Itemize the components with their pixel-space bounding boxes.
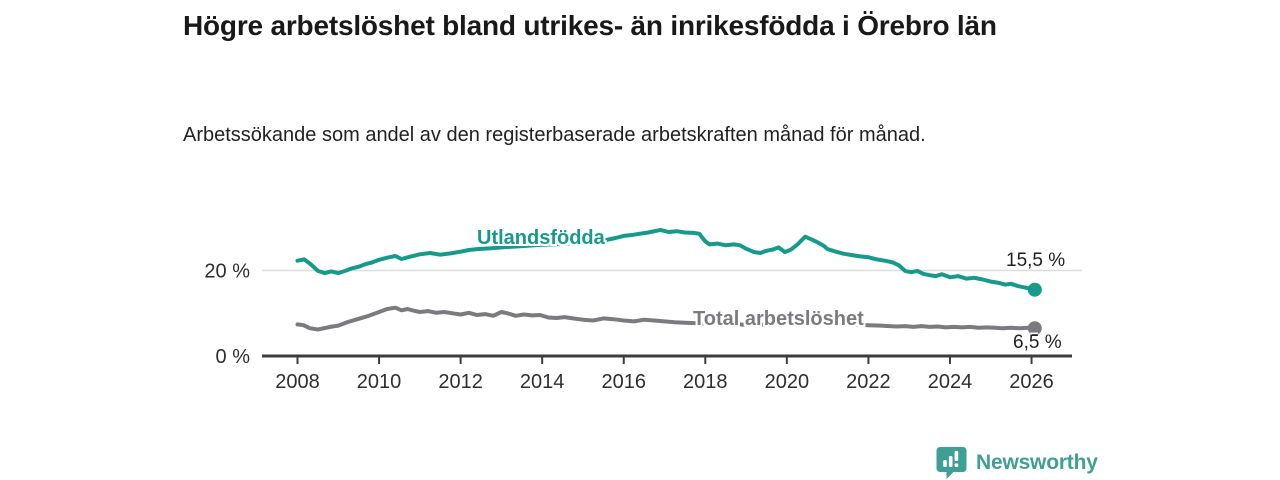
x-axis-tick-label: 2008 [275, 371, 320, 393]
chart-subtitle: Arbetssökande som andel av den registerb… [183, 124, 926, 146]
y-axis-tick-label: 0 % [216, 346, 251, 368]
series-line [295, 305, 1037, 332]
x-axis-tick-label: 2024 [928, 371, 973, 393]
x-axis-tick-label: 2026 [1009, 371, 1054, 393]
x-axis-tick-label: 2014 [520, 371, 565, 393]
x-axis-tick-label: 2022 [846, 371, 891, 393]
x-axis-tick-label: 2020 [765, 371, 810, 393]
newsworthy-logo-text: Newsworthy [976, 450, 1098, 474]
branding: Newsworthy [936, 446, 1098, 479]
series-end-dot [1027, 282, 1042, 297]
x-axis-tick-label: 2010 [357, 371, 402, 393]
series-end-dot [1027, 321, 1042, 336]
page-title: Högre arbetslöshet bland utrikes- än inr… [183, 10, 997, 41]
x-axis-tick-label: 2016 [601, 371, 646, 393]
x-axis-tick-label: 2018 [683, 371, 728, 393]
newsworthy-logo-icon [936, 447, 967, 479]
series-line [295, 227, 1037, 292]
x-axis-tick-label: 2012 [438, 371, 483, 393]
y-axis-tick-label: 20 % [204, 261, 250, 283]
